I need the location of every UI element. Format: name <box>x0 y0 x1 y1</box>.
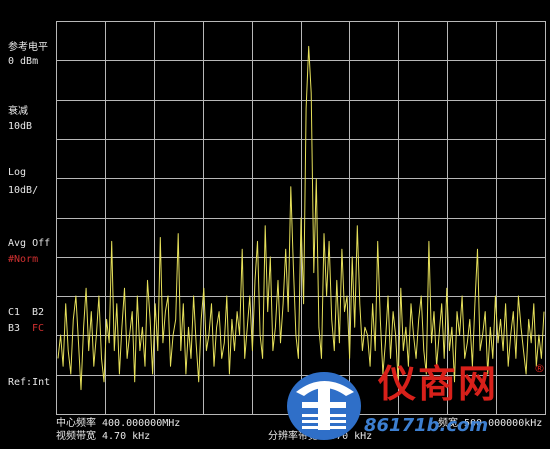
watermark: 仪商网 86171b.com ® <box>282 360 550 449</box>
video-bandwidth: 视频带宽 4.70 kHz <box>56 431 151 442</box>
avg-label: Avg Off <box>8 238 51 249</box>
atten-value: 10dB <box>8 121 33 132</box>
c1-label: C1 <box>8 307 21 318</box>
settings-panel: 参考电平 0 dBm 衰减 10dB Log 10dB/ Avg Off #No… <box>0 20 56 420</box>
top-bar <box>0 0 550 20</box>
center-frequency: 中心频率 400.000000MHz <box>56 418 181 429</box>
fc-label: FC <box>32 323 45 334</box>
ref-level-value: 0 dBm <box>8 56 39 67</box>
registered-mark: ® <box>534 362 545 375</box>
watermark-logo-icon <box>287 372 361 440</box>
atten-label: 衰减 <box>8 106 28 117</box>
span: 频宽 500.000000kHz <box>438 418 543 429</box>
watermark-url: 86171b.com <box>364 415 489 436</box>
spectrum-chart <box>56 21 546 415</box>
b3-label: B3 <box>8 323 21 334</box>
ref-level-label: 参考电平 <box>8 42 48 53</box>
trace-marks <box>57 45 545 391</box>
watermark-brand: 仪商网 <box>378 361 499 406</box>
b2-label: B2 <box>32 307 45 318</box>
grid <box>56 21 546 415</box>
ref-int-label: Ref:Int <box>8 377 51 388</box>
spectrum-trace <box>57 45 545 391</box>
log-label: Log <box>8 167 27 178</box>
norm-label: #Norm <box>8 254 39 265</box>
spectrum-plot <box>56 21 546 415</box>
log-scale-value: 10dB/ <box>8 185 39 196</box>
